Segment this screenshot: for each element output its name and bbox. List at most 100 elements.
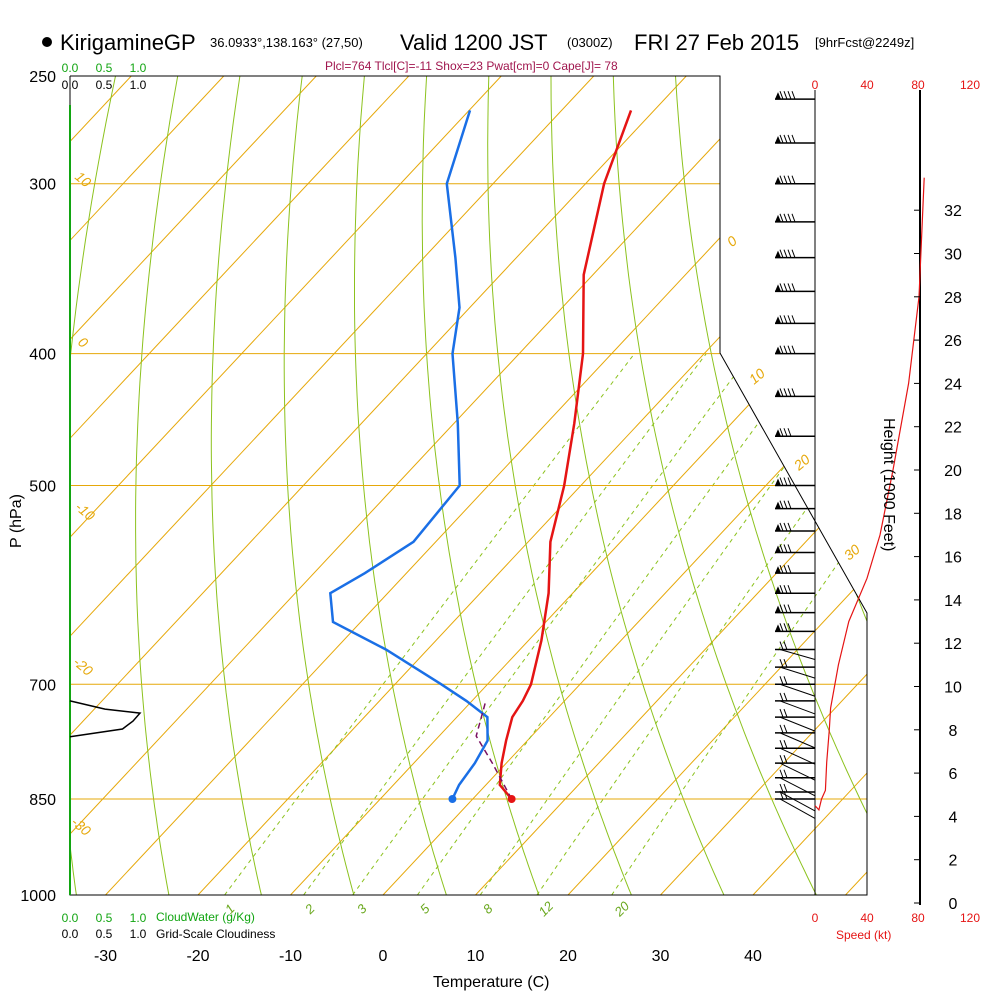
valid-time: Valid 1200 JST	[400, 30, 548, 55]
speed-tick-label-top: 120	[960, 78, 980, 92]
wind-barb-feather	[783, 565, 788, 574]
isotherm-value-label: 10	[72, 168, 94, 190]
pressure-tick-label: 500	[29, 479, 56, 496]
wind-barb-feather	[779, 754, 784, 764]
pressure-tick-label: 1000	[20, 888, 56, 905]
wind-speed-profile	[814, 177, 925, 812]
wind-barb-feather	[783, 134, 788, 144]
cloudiness-label: Grid-Scale Cloudiness	[156, 927, 275, 941]
mixing-ratio-label: 5	[417, 900, 433, 916]
x-tick-label: 40	[744, 948, 762, 965]
wind-barb-feather	[779, 500, 784, 509]
wind-barb-feather	[783, 428, 788, 437]
x-tick-label: 0	[379, 948, 388, 965]
wind-barb-flag	[775, 586, 781, 594]
wind-barb-feather	[783, 641, 788, 650]
sounding-traces	[328, 109, 633, 803]
wind-barb-flag	[775, 92, 781, 100]
wind-barb-staff	[779, 683, 816, 697]
mixing-ratio-label: 20	[611, 898, 633, 920]
x-tick-label: -10	[279, 948, 302, 965]
height-tick-label: 24	[944, 376, 962, 393]
dry-adiabat-line	[135, 76, 183, 895]
speed-tick-label-top: 80	[911, 78, 925, 92]
height-tick-label: 0	[949, 896, 958, 913]
wind-barb-feather	[783, 708, 788, 718]
y-axis-label: P (hPa)	[8, 494, 25, 548]
wind-barb-feather	[783, 754, 788, 764]
wind-barb-feather	[783, 623, 788, 632]
height-tick-label: 8	[949, 723, 958, 740]
mixing-ratio-line	[303, 353, 707, 895]
wind-barb-feather	[779, 544, 784, 553]
wind-barb-feather	[779, 790, 784, 800]
dry-adiabat-line	[487, 76, 644, 895]
dry-adiabat-line	[70, 76, 122, 895]
wind-barb-feather	[787, 134, 792, 144]
wind-barb-staff	[779, 798, 816, 819]
wind-speed-line	[814, 177, 925, 812]
speed-tick-label-bottom: 80	[911, 911, 925, 925]
wind-barb-flag	[775, 316, 781, 324]
x-tick-label: 10	[467, 948, 485, 965]
pressure-tick-label: 700	[29, 677, 56, 694]
x-tick-label: -20	[186, 948, 209, 965]
x-tick-label: 20	[559, 948, 577, 965]
wind-barb-feather	[783, 283, 788, 292]
cloudwater-tick-label-top: 0.5	[96, 61, 113, 75]
mixing-ratio-line	[416, 353, 810, 895]
wind-barb-feather	[779, 477, 784, 486]
height-tick-label: 20	[944, 463, 962, 480]
temperature-line	[498, 109, 633, 800]
wind-barb-feather	[787, 544, 792, 553]
pressure-tick-label: 250	[29, 69, 56, 86]
cloudiness-tick-label-bottom: 0.0	[62, 927, 79, 941]
forecast-info: [9hrFcst@2249z]	[815, 35, 914, 50]
dry-adiabat-line	[858, 76, 867, 895]
wind-barb-feather	[779, 658, 784, 668]
x-tick-label: 30	[652, 948, 670, 965]
dry-adiabat-lines	[70, 76, 867, 895]
cloudiness-tick-label-top: 0.0	[62, 78, 79, 92]
dewpoint-line	[328, 110, 489, 800]
wind-barb-staff	[779, 716, 816, 732]
wind-barb-staff	[779, 747, 816, 765]
dry-adiabat-line	[550, 76, 738, 895]
wind-barb-feather	[783, 388, 788, 397]
height-tick-label: 30	[944, 247, 962, 264]
wind-barb-flag	[775, 624, 781, 632]
wind-barb-feather	[779, 769, 784, 778]
cloudiness-tick-label-bottom: 0.5	[96, 927, 113, 941]
mixing-ratio-line	[479, 353, 867, 895]
cloudwater-tick-label-bottom: 0.0	[62, 911, 79, 925]
height-tick-label: 18	[944, 506, 962, 523]
mixing-ratio-line	[536, 353, 867, 895]
wind-barb-flag	[775, 250, 781, 258]
height-tick-label: 12	[944, 636, 962, 653]
wind-barb-flag	[775, 566, 781, 574]
wind-barb-feather	[787, 345, 792, 354]
dry-adiabat-line	[354, 76, 457, 895]
isotherm-line	[70, 76, 225, 895]
height-tick-label: 22	[944, 420, 962, 437]
wind-barb-flag	[775, 478, 781, 486]
station-marker-icon	[42, 37, 52, 47]
wind-barb-feather	[787, 283, 792, 292]
height-tick-label: 26	[944, 333, 962, 350]
wind-barb-feather	[787, 623, 792, 632]
wind-barb-feather	[791, 90, 796, 100]
wind-barb-feather	[783, 249, 788, 258]
cloudwater-tick-label-bottom: 0.5	[96, 911, 113, 925]
wind-barbs	[775, 90, 816, 819]
wind-barb-feather	[783, 769, 788, 778]
wind-barb-staff	[779, 777, 816, 797]
wind-barb-feather	[783, 783, 788, 793]
wind-barb-flag	[775, 545, 781, 553]
wind-barb-feather	[791, 315, 796, 324]
wind-barb-flag	[775, 389, 781, 397]
isotherm-value-label: 20	[790, 451, 813, 474]
wind-barb-feather	[779, 249, 784, 258]
cloudiness-profile	[69, 700, 142, 738]
isotherm-line	[70, 76, 317, 895]
wind-barb-feather	[779, 783, 784, 793]
